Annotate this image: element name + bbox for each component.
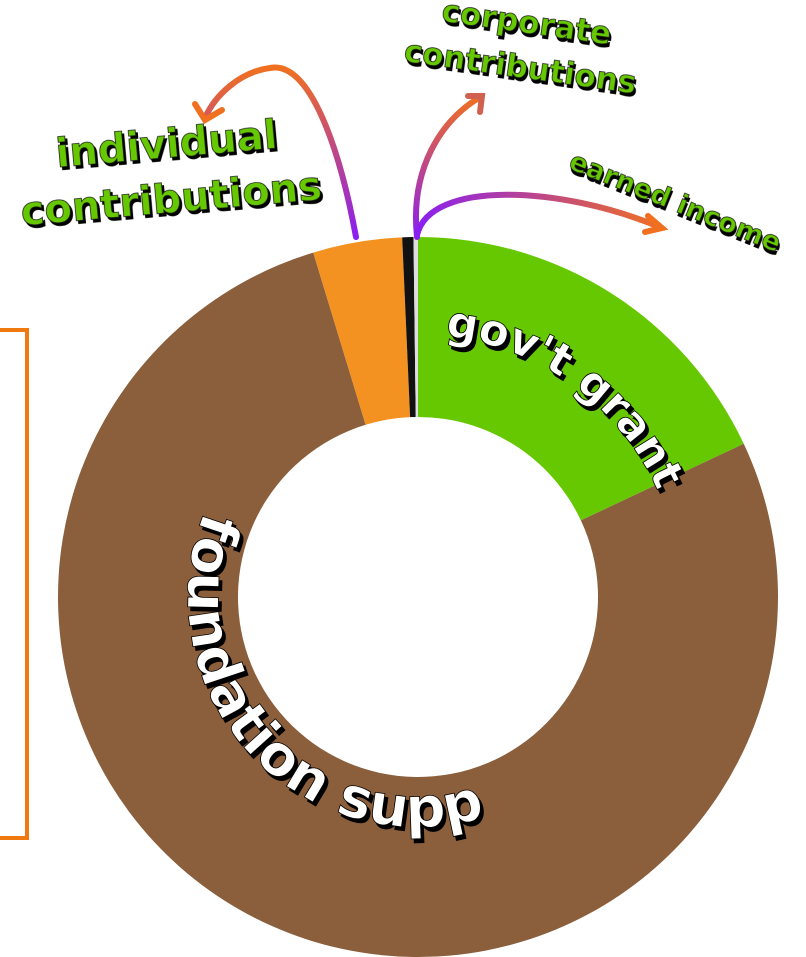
- side-box: [0, 328, 29, 840]
- label-line: individual: [54, 112, 279, 177]
- slice: [313, 237, 411, 425]
- slice-label: corporatecontributions: [402, 0, 645, 101]
- slice-label: individualcontributions: [14, 109, 324, 236]
- slice: [58, 252, 779, 957]
- slices: [58, 237, 779, 957]
- slice: [413, 237, 418, 418]
- slice-label: earned income: [565, 145, 786, 258]
- slice: [402, 237, 416, 418]
- arrows: [192, 64, 669, 240]
- slice: [418, 237, 744, 521]
